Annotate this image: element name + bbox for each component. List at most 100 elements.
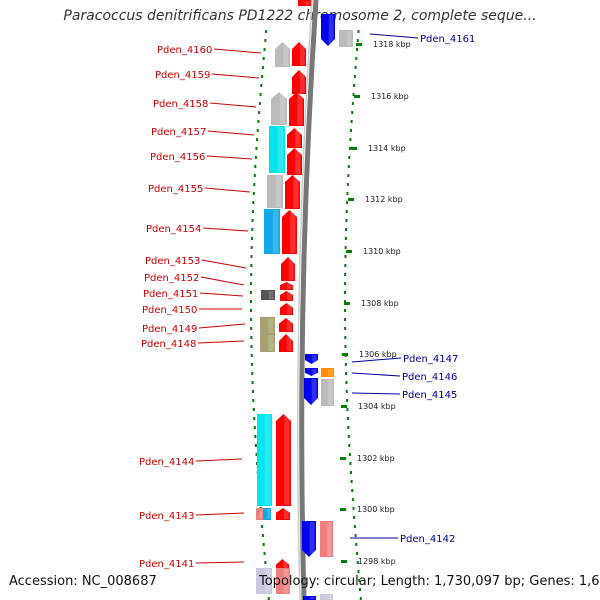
gene-label-left: Pden_4141 — [139, 559, 194, 570]
guide-dot — [250, 318, 253, 321]
guide-dot — [344, 255, 347, 258]
gene-arrow — [305, 354, 318, 364]
guide-dot — [356, 48, 359, 51]
gene-arrow — [282, 210, 297, 254]
gene-shade — [279, 93, 286, 124]
gene-label-left: Pden_4149 — [142, 324, 197, 335]
leader-line — [200, 276, 245, 286]
map-title: Paracoccus denitrificans PD1222 chromoso… — [63, 8, 537, 24]
guide-dot — [251, 228, 254, 231]
guide-dot — [264, 39, 267, 42]
gene-shade — [286, 319, 292, 331]
gene-label-left: Pden_4150 — [142, 305, 197, 316]
gene-label-left: Pden_4160 — [157, 45, 212, 56]
gene-label-left: Pden_4151 — [143, 289, 198, 300]
guide-dot — [345, 381, 348, 384]
guide-dot — [344, 282, 347, 285]
gene-shade — [264, 569, 271, 593]
guide-dot — [344, 246, 347, 249]
guide-dot — [357, 570, 360, 573]
leader-line — [351, 372, 401, 377]
gene-arrow — [280, 291, 293, 301]
gene-arrow — [287, 128, 302, 148]
guide-dot — [261, 525, 264, 528]
guide-dot — [263, 48, 266, 51]
guide-dot — [356, 39, 359, 42]
guide-dot — [351, 498, 354, 501]
guide-dot — [354, 66, 357, 69]
gene-label-left: Pden_4148 — [141, 339, 196, 350]
guide-dot — [252, 192, 255, 195]
guide-dot — [344, 318, 347, 321]
gene-arrow — [321, 368, 334, 377]
gene-shade — [268, 335, 274, 351]
guide-dot — [357, 30, 360, 33]
guide-dot — [254, 435, 257, 438]
gene-arrow — [261, 290, 275, 300]
guide-dot — [344, 309, 347, 312]
tick-mark — [341, 405, 347, 408]
guide-dot — [257, 120, 260, 123]
guide-dot — [356, 561, 359, 564]
guide-dot — [344, 345, 347, 348]
gene-shade — [295, 149, 301, 174]
guide-dot — [252, 408, 255, 411]
guide-dot — [250, 291, 253, 294]
gene-shade — [327, 522, 332, 556]
guide-dot — [346, 399, 349, 402]
leader-line — [195, 512, 245, 516]
leader-line — [201, 259, 247, 269]
gene-arrow — [285, 175, 300, 209]
guide-dot — [254, 444, 257, 447]
gene-shade — [287, 304, 292, 314]
leader-line — [202, 227, 249, 232]
gene-shade — [277, 127, 284, 172]
gene-shade — [346, 31, 352, 46]
guide-dot — [344, 237, 347, 240]
gene-arrow — [279, 334, 293, 352]
gene-shade — [283, 509, 289, 519]
guide-dot — [253, 417, 256, 420]
guide-dot — [254, 156, 257, 159]
guide-dot — [355, 543, 358, 546]
scale-ticks: 1318 kbp 1316 kbp 1314 kbp 1312 kbp 1310 kbp… — [340, 40, 411, 566]
gene-shade — [283, 43, 289, 66]
leader-line — [195, 458, 243, 462]
guide-dot — [346, 408, 349, 411]
guide-dot — [349, 462, 352, 465]
guide-dot — [344, 291, 347, 294]
guide-dot — [345, 228, 348, 231]
guide-dot — [250, 300, 252, 303]
topology-summary: Topology: circular; Length: 1,730,097 bp… — [259, 574, 600, 589]
gene-arrow — [276, 568, 290, 594]
gene-shade — [287, 283, 292, 289]
tick-mark — [342, 353, 348, 356]
gene-shade — [288, 258, 294, 280]
gene-arrow — [280, 303, 293, 315]
gene-shade — [287, 292, 292, 300]
guide-dot — [264, 561, 267, 564]
gene-shade — [328, 15, 334, 45]
gene-label-left: Pden_4144 — [139, 457, 194, 468]
leader-line — [351, 392, 401, 395]
guide-dot — [250, 327, 253, 330]
gene-label-right: Pden_4161 — [420, 34, 475, 45]
guide-dot — [346, 183, 349, 186]
gene-shade — [299, 71, 305, 93]
guide-dot — [250, 354, 253, 357]
guide-dot — [349, 138, 352, 141]
guide-dot — [262, 57, 265, 60]
guide-dot — [261, 75, 264, 78]
leader-line — [206, 155, 253, 160]
gene-shade — [283, 569, 289, 593]
gene-arrow — [305, 368, 318, 376]
gene-arrow — [264, 209, 280, 254]
gene-arrow — [263, 508, 271, 520]
guide-dot — [349, 129, 352, 132]
guide-dot — [359, 597, 362, 600]
gene-label-right: Pden_4146 — [402, 372, 457, 383]
gene-arrow — [276, 508, 290, 520]
gene-arrow — [275, 42, 290, 67]
guide-dot — [254, 165, 257, 168]
guide-dot — [349, 471, 352, 474]
